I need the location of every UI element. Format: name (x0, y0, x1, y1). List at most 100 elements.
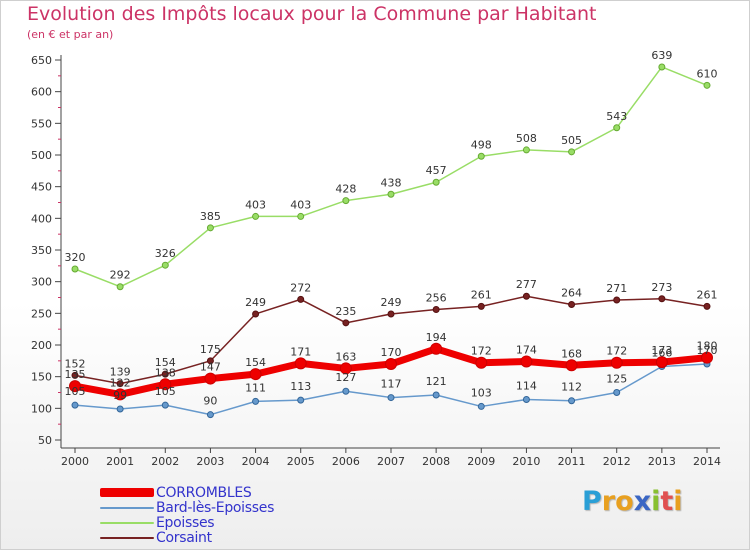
data-label: 457 (426, 164, 447, 177)
data-point (568, 300, 576, 308)
data-point (252, 212, 260, 220)
data-point (703, 81, 711, 89)
data-point (387, 310, 395, 318)
data-label: 428 (335, 183, 356, 196)
data-label: 174 (516, 343, 537, 356)
data-point (565, 359, 578, 372)
x-tick-label: 2000 (61, 455, 89, 468)
chart-title: Evolution des Impôts locaux pour la Comm… (27, 3, 597, 25)
data-label: 385 (200, 210, 221, 223)
data-label: 180 (697, 340, 718, 353)
data-label: 105 (155, 385, 176, 398)
legend-label: CORROMBLES (156, 484, 252, 501)
data-label: 168 (561, 347, 582, 360)
x-tick-label: 2009 (467, 455, 495, 468)
data-point (161, 261, 169, 269)
x-tick-label: 2010 (512, 455, 540, 468)
data-point (613, 124, 621, 132)
data-point (206, 224, 214, 232)
data-point (161, 401, 169, 409)
y-tick-label: 300 (31, 276, 52, 289)
data-point (116, 405, 124, 413)
data-label: 261 (697, 288, 718, 301)
data-label: 172 (471, 345, 492, 358)
data-point (342, 319, 350, 327)
legend-swatch (100, 488, 154, 497)
data-point (385, 358, 397, 370)
data-label: 403 (245, 198, 266, 211)
data-point (116, 380, 124, 388)
data-label: 256 (426, 292, 447, 305)
data-point (116, 283, 124, 291)
logo-letter: i (651, 486, 661, 517)
data-point (339, 362, 352, 375)
data-point (71, 371, 79, 379)
x-tick-label: 2004 (242, 455, 270, 468)
data-label: 273 (651, 281, 672, 294)
data-label: 505 (561, 134, 582, 147)
data-point (430, 342, 443, 355)
legend-swatch (100, 521, 154, 524)
data-label: 125 (606, 373, 627, 386)
data-labels: 320 292 326 385 403 403 428 438 457 498 508 505 543 6… (65, 49, 718, 408)
y-tick-label: 250 (31, 307, 52, 320)
y-tick-label: 400 (31, 212, 52, 225)
x-tick-label: 2001 (106, 455, 134, 468)
data-label: 139 (110, 366, 131, 379)
data-label: 138 (155, 366, 176, 379)
x-tick-label: 2007 (377, 455, 405, 468)
data-point (71, 265, 79, 273)
data-label: 170 (381, 346, 402, 359)
data-label: 498 (471, 138, 492, 151)
legend-swatch (100, 506, 154, 509)
data-label: 152 (65, 357, 86, 370)
x-tick-label: 2002 (151, 455, 179, 468)
data-point (252, 397, 260, 405)
data-label: 610 (697, 67, 718, 80)
data-label: 261 (471, 288, 492, 301)
data-label: 103 (471, 386, 492, 399)
data-label: 105 (65, 385, 86, 398)
data-point (159, 378, 172, 391)
data-label: 171 (290, 345, 311, 358)
data-label: 543 (606, 110, 627, 123)
chart-subtitle: (en € et par an) (27, 28, 114, 41)
data-point (69, 380, 81, 393)
data-point (703, 302, 711, 310)
data-point (71, 401, 79, 409)
data-label: 166 (651, 347, 672, 360)
logo-letter: r (601, 486, 616, 517)
logo-letter: P (582, 486, 602, 517)
data-point (252, 310, 260, 318)
data-label: 292 (110, 269, 131, 282)
logo-letter: i (673, 486, 683, 517)
data-point (610, 356, 623, 369)
data-label: 508 (516, 132, 537, 145)
data-label: 249 (245, 296, 266, 309)
legend-swatch (100, 536, 154, 539)
data-label: 172 (606, 345, 627, 358)
data-point (342, 197, 350, 205)
data-label: 127 (335, 371, 356, 384)
data-point (206, 357, 214, 365)
x-tick-label: 2012 (603, 455, 631, 468)
data-label: 117 (381, 378, 402, 391)
data-label: 170 (697, 344, 718, 357)
data-point (613, 389, 621, 396)
data-point (568, 148, 576, 156)
data-label: 173 (651, 344, 672, 357)
x-tick-label: 2013 (648, 455, 676, 468)
data-point (297, 212, 305, 220)
data-label: 121 (426, 375, 447, 388)
y-tick-label: 350 (31, 244, 52, 257)
legend-label: Bard-lès-Epoisses (156, 499, 275, 516)
data-label: 114 (516, 379, 537, 392)
series-lines (69, 63, 713, 419)
data-label: 175 (200, 343, 221, 356)
y-tick-label: 450 (31, 181, 52, 194)
data-label: 111 (245, 381, 266, 394)
legend-item: CORROMBLES (100, 484, 252, 501)
data-label: 264 (561, 286, 582, 299)
data-point (658, 295, 666, 303)
